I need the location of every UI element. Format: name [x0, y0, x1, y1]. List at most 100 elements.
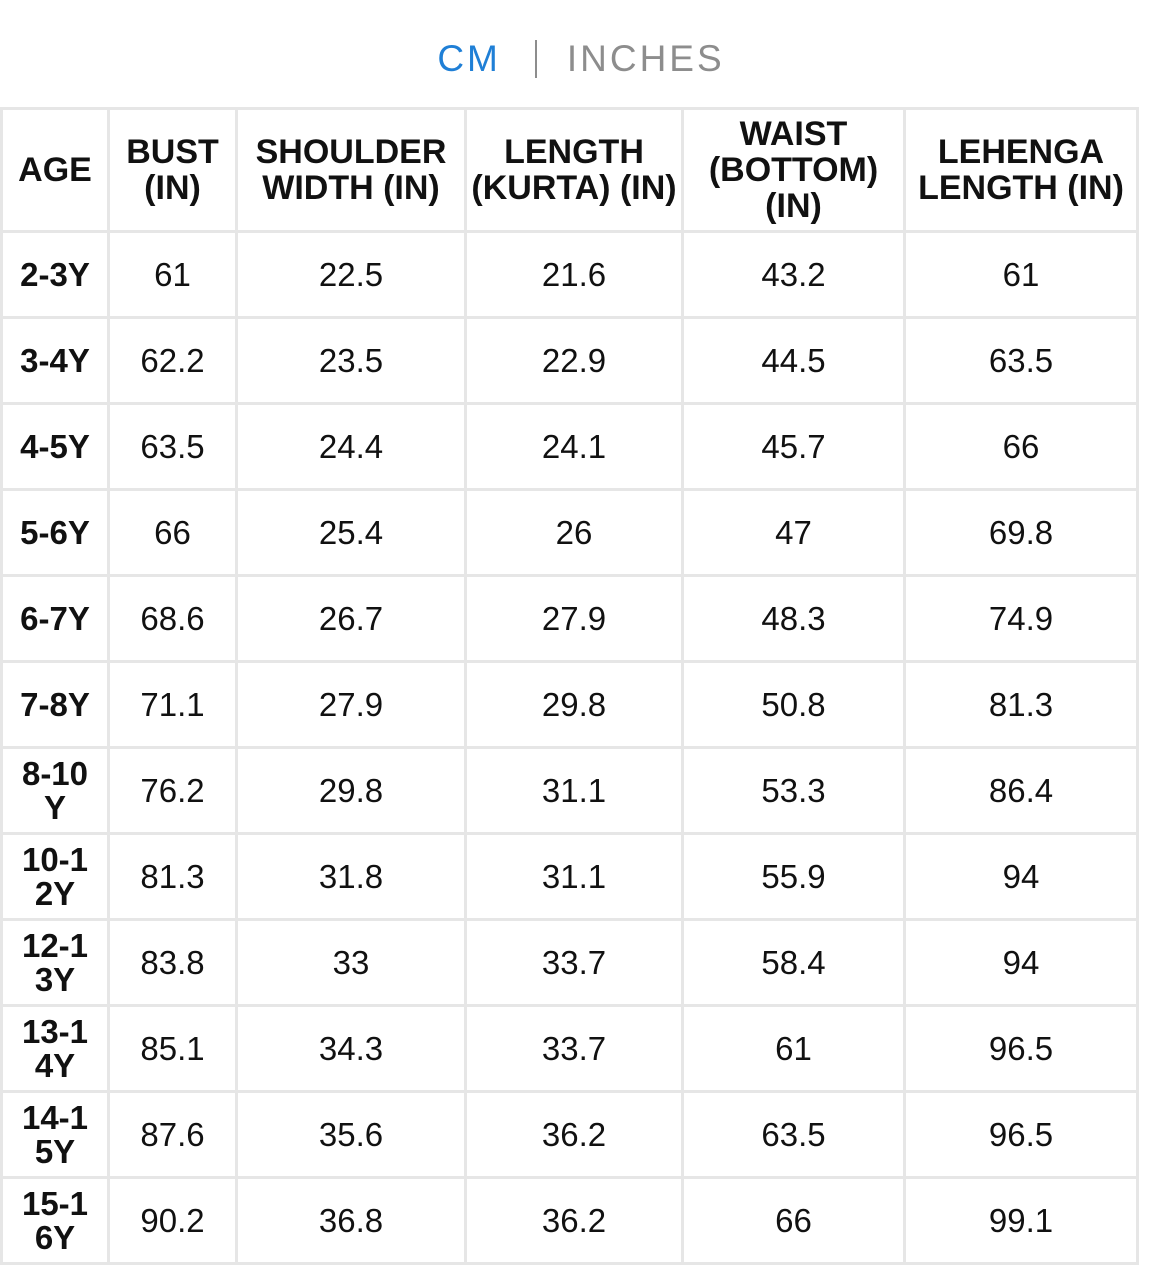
age-cell: 7-8Y [0, 660, 110, 749]
bust-cell: 87.6 [107, 1090, 238, 1179]
table-row: 4-5Y 63.5 24.4 24.1 45.7 66 [0, 402, 1139, 491]
shoulder-cell: 31.8 [235, 832, 467, 921]
lehenga-cell: 81.3 [903, 660, 1139, 749]
age-cell: 4-5Y [0, 402, 110, 491]
lehenga-cell: 74.9 [903, 574, 1139, 663]
length-cell: 36.2 [464, 1176, 684, 1265]
length-cell: 33.7 [464, 1004, 684, 1093]
table-row: 13-14Y 85.1 34.3 33.7 61 96.5 [0, 1004, 1139, 1093]
header-length-label: LENGTH (KURTA) (IN) [471, 133, 677, 207]
header-shoulder-label: SHOULDER WIDTH (IN) [255, 133, 447, 207]
table-row: 15-16Y 90.2 36.8 36.2 66 99.1 [0, 1176, 1139, 1265]
age-value: 5-6Y [20, 513, 90, 551]
lehenga-cell: 66 [903, 402, 1139, 491]
age-value: 2-3Y [20, 255, 90, 293]
header-lehenga: LEHENGA LENGTH (IN) [903, 107, 1139, 233]
size-table: AGE BUST (IN) SHOULDER WIDTH (IN) LENGTH… [0, 107, 1139, 1265]
age-cell: 14-15Y [0, 1090, 110, 1179]
length-cell: 31.1 [464, 832, 684, 921]
length-cell: 26 [464, 488, 684, 577]
table-row: 8-10Y 76.2 29.8 31.1 53.3 86.4 [0, 746, 1139, 835]
bust-cell: 71.1 [107, 660, 238, 749]
age-value: 15-16Y [21, 1184, 89, 1256]
waist-cell: 44.5 [681, 316, 906, 405]
lehenga-cell: 69.8 [903, 488, 1139, 577]
bust-cell: 81.3 [107, 832, 238, 921]
bust-cell: 63.5 [107, 402, 238, 491]
age-value: 10-12Y [21, 840, 89, 912]
bust-cell: 76.2 [107, 746, 238, 835]
age-value: 8-10Y [21, 754, 89, 826]
lehenga-cell: 86.4 [903, 746, 1139, 835]
table-row: 12-13Y 83.8 33 33.7 58.4 94 [0, 918, 1139, 1007]
size-chart-title: Size Chart [0, 0, 1162, 9]
length-cell: 24.1 [464, 402, 684, 491]
table-header-row: AGE BUST (IN) SHOULDER WIDTH (IN) LENGTH… [0, 107, 1139, 233]
waist-cell: 50.8 [681, 660, 906, 749]
age-cell: 12-13Y [0, 918, 110, 1007]
lehenga-cell: 96.5 [903, 1090, 1139, 1179]
unit-inches-tab[interactable]: INCHES [566, 38, 725, 79]
length-cell: 21.6 [464, 230, 684, 319]
lehenga-cell: 94 [903, 832, 1139, 921]
age-cell: 5-6Y [0, 488, 110, 577]
length-cell: 29.8 [464, 660, 684, 749]
bust-cell: 68.6 [107, 574, 238, 663]
header-bust-label: BUST (IN) [126, 133, 219, 207]
table-row: 5-6Y 66 25.4 26 47 69.8 [0, 488, 1139, 577]
age-cell: 3-4Y [0, 316, 110, 405]
waist-cell: 48.3 [681, 574, 906, 663]
shoulder-cell: 33 [235, 918, 467, 1007]
age-cell: 13-14Y [0, 1004, 110, 1093]
shoulder-cell: 23.5 [235, 316, 467, 405]
shoulder-cell: 27.9 [235, 660, 467, 749]
shoulder-cell: 29.8 [235, 746, 467, 835]
header-waist: WAIST (BOTTOM) (IN) [681, 107, 906, 233]
header-lehenga-label: LEHENGA LENGTH (IN) [918, 133, 1124, 207]
header-shoulder: SHOULDER WIDTH (IN) [235, 107, 467, 233]
unit-cm-tab[interactable]: CM [437, 38, 501, 79]
bust-cell: 85.1 [107, 1004, 238, 1093]
lehenga-cell: 63.5 [903, 316, 1139, 405]
waist-cell: 63.5 [681, 1090, 906, 1179]
length-cell: 36.2 [464, 1090, 684, 1179]
table-row: 6-7Y 68.6 26.7 27.9 48.3 74.9 [0, 574, 1139, 663]
shoulder-cell: 26.7 [235, 574, 467, 663]
waist-cell: 58.4 [681, 918, 906, 1007]
age-value: 13-14Y [21, 1012, 89, 1084]
shoulder-cell: 25.4 [235, 488, 467, 577]
age-cell: 10-12Y [0, 832, 110, 921]
age-cell: 8-10Y [0, 746, 110, 835]
bust-cell: 61 [107, 230, 238, 319]
age-cell: 15-16Y [0, 1176, 110, 1265]
length-cell: 27.9 [464, 574, 684, 663]
header-age: AGE [0, 107, 110, 233]
lehenga-cell: 99.1 [903, 1176, 1139, 1265]
shoulder-cell: 35.6 [235, 1090, 467, 1179]
table-row: 14-15Y 87.6 35.6 36.2 63.5 96.5 [0, 1090, 1139, 1179]
age-cell: 2-3Y [0, 230, 110, 319]
age-value: 4-5Y [20, 427, 90, 465]
bust-cell: 90.2 [107, 1176, 238, 1265]
header-length: LENGTH (KURTA) (IN) [464, 107, 684, 233]
header-waist-label: WAIST (BOTTOM) (IN) [708, 115, 879, 225]
table-row: 2-3Y 61 22.5 21.6 43.2 61 [0, 230, 1139, 319]
lehenga-cell: 61 [903, 230, 1139, 319]
table-row: 10-12Y 81.3 31.8 31.1 55.9 94 [0, 832, 1139, 921]
age-value: 6-7Y [20, 599, 90, 637]
age-value: 3-4Y [20, 341, 90, 379]
length-cell: 22.9 [464, 316, 684, 405]
header-age-label: AGE [18, 151, 92, 189]
shoulder-cell: 22.5 [235, 230, 467, 319]
waist-cell: 43.2 [681, 230, 906, 319]
lehenga-cell: 94 [903, 918, 1139, 1007]
age-value: 14-15Y [21, 1098, 89, 1170]
bust-cell: 62.2 [107, 316, 238, 405]
length-cell: 33.7 [464, 918, 684, 1007]
bust-cell: 66 [107, 488, 238, 577]
unit-toggle: CM INCHES [0, 34, 1162, 84]
waist-cell: 61 [681, 1004, 906, 1093]
waist-cell: 45.7 [681, 402, 906, 491]
header-bust: BUST (IN) [107, 107, 238, 233]
age-value: 7-8Y [20, 685, 90, 723]
